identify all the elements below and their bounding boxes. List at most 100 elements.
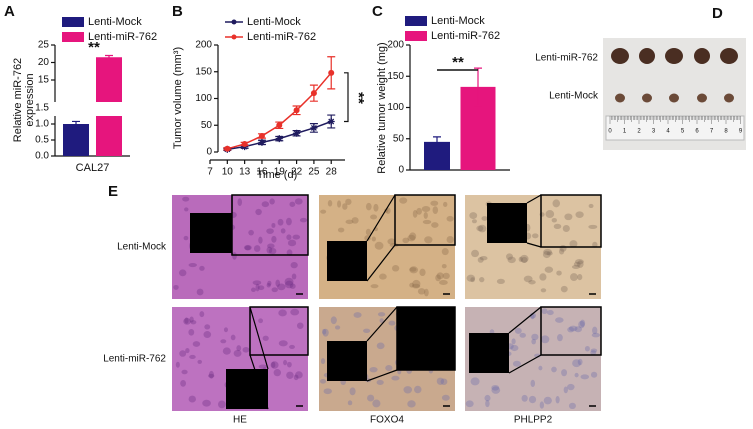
- cell-texture: [552, 199, 561, 208]
- cell-texture: [290, 308, 300, 316]
- cell-texture: [286, 371, 294, 379]
- cell-texture: [199, 265, 205, 271]
- legend-label: Lenti-Mock: [431, 15, 485, 27]
- cell-texture: [412, 209, 418, 218]
- cell-texture: [243, 244, 252, 251]
- cell-texture: [521, 256, 528, 264]
- cell-texture: [422, 219, 432, 225]
- cell-texture: [258, 236, 263, 244]
- cell-texture: [363, 328, 371, 333]
- tumor: [694, 48, 710, 64]
- cell-texture: [188, 395, 196, 403]
- ruler-label: 4: [666, 129, 670, 135]
- cell-texture: [512, 360, 521, 367]
- cell-texture: [258, 364, 268, 369]
- redacted-region: [190, 213, 232, 253]
- cell-texture: [184, 317, 189, 324]
- cell-texture: [374, 241, 384, 250]
- x-axis-label: Time (d): [257, 169, 298, 181]
- cell-texture: [283, 359, 288, 366]
- cell-texture: [471, 219, 477, 224]
- bracket: [344, 72, 349, 123]
- cell-texture: [419, 268, 426, 277]
- ruler-label: 8: [724, 129, 728, 135]
- cell-texture: [320, 358, 326, 365]
- cell-texture: [271, 361, 276, 368]
- cell-texture: [555, 317, 564, 323]
- panel-letter: B: [172, 3, 183, 20]
- tumor: [642, 93, 652, 103]
- error-bar: [474, 67, 482, 107]
- cell-texture: [222, 347, 231, 355]
- row-label: Lenti-Mock: [549, 91, 599, 102]
- y-tick-label: 150: [195, 66, 212, 77]
- cell-texture: [273, 369, 282, 377]
- cell-texture: [376, 342, 385, 350]
- cell-texture: [181, 369, 188, 375]
- cell-texture: [367, 394, 375, 402]
- y-axis-label: Relative miR-762: [12, 58, 24, 142]
- x-tick-label: 10: [222, 167, 234, 178]
- cell-texture: [510, 344, 519, 352]
- cell-texture: [299, 217, 308, 223]
- marker: [258, 132, 265, 139]
- cell-texture: [421, 206, 431, 213]
- cell-texture: [271, 287, 278, 293]
- cell-texture: [424, 236, 433, 244]
- cell-texture: [567, 326, 575, 333]
- bar: [63, 124, 89, 156]
- legend-label: Lenti-miR-762: [88, 31, 157, 43]
- cell-texture: [553, 223, 562, 230]
- cell-texture: [257, 285, 265, 291]
- cell-texture: [590, 371, 598, 378]
- cell-texture: [530, 379, 536, 388]
- cell-texture: [320, 209, 327, 214]
- cell-texture: [591, 332, 601, 338]
- y-tick-label: 0.0: [35, 151, 49, 162]
- cell-texture: [266, 246, 273, 254]
- cell-texture: [441, 248, 449, 256]
- cell-texture: [588, 203, 594, 209]
- cell-texture: [430, 200, 439, 206]
- cell-texture: [290, 261, 298, 269]
- cell-texture: [208, 370, 214, 379]
- cell-texture: [377, 312, 386, 317]
- cell-texture: [269, 198, 275, 205]
- marker: [327, 118, 335, 126]
- inset: [540, 306, 602, 356]
- cell-texture: [189, 354, 196, 359]
- cell-texture: [423, 288, 429, 297]
- cell-texture: [189, 316, 194, 323]
- cell-texture: [568, 325, 578, 332]
- cell-texture: [476, 225, 484, 232]
- cell-texture: [560, 285, 568, 293]
- tumor: [669, 93, 679, 103]
- cell-texture: [518, 256, 523, 262]
- cell-texture: [183, 318, 191, 325]
- cell-texture: [379, 273, 387, 280]
- y-axis-label: Relative tumor weight (mg): [376, 42, 388, 173]
- cell-texture: [369, 366, 378, 373]
- cell-texture: [557, 334, 563, 342]
- cell-texture: [188, 328, 195, 336]
- cell-texture: [223, 327, 228, 333]
- cell-texture: [588, 224, 598, 229]
- cell-texture: [337, 227, 345, 233]
- cell-texture: [275, 279, 281, 287]
- cell-texture: [175, 361, 180, 368]
- cell-texture: [320, 378, 327, 384]
- x-tick-label: 7: [207, 167, 213, 178]
- cell-texture: [242, 346, 250, 353]
- inset: [396, 306, 456, 371]
- cell-texture: [496, 278, 505, 284]
- cell-texture: [431, 222, 439, 228]
- ruler-label: 1: [623, 129, 627, 135]
- cell-texture: [507, 256, 516, 264]
- cell-texture: [443, 201, 448, 207]
- tumor: [611, 48, 629, 64]
- cell-texture: [519, 332, 526, 338]
- cell-texture: [183, 235, 189, 241]
- marker: [276, 122, 283, 129]
- marker: [310, 124, 318, 132]
- cell-texture: [203, 331, 212, 339]
